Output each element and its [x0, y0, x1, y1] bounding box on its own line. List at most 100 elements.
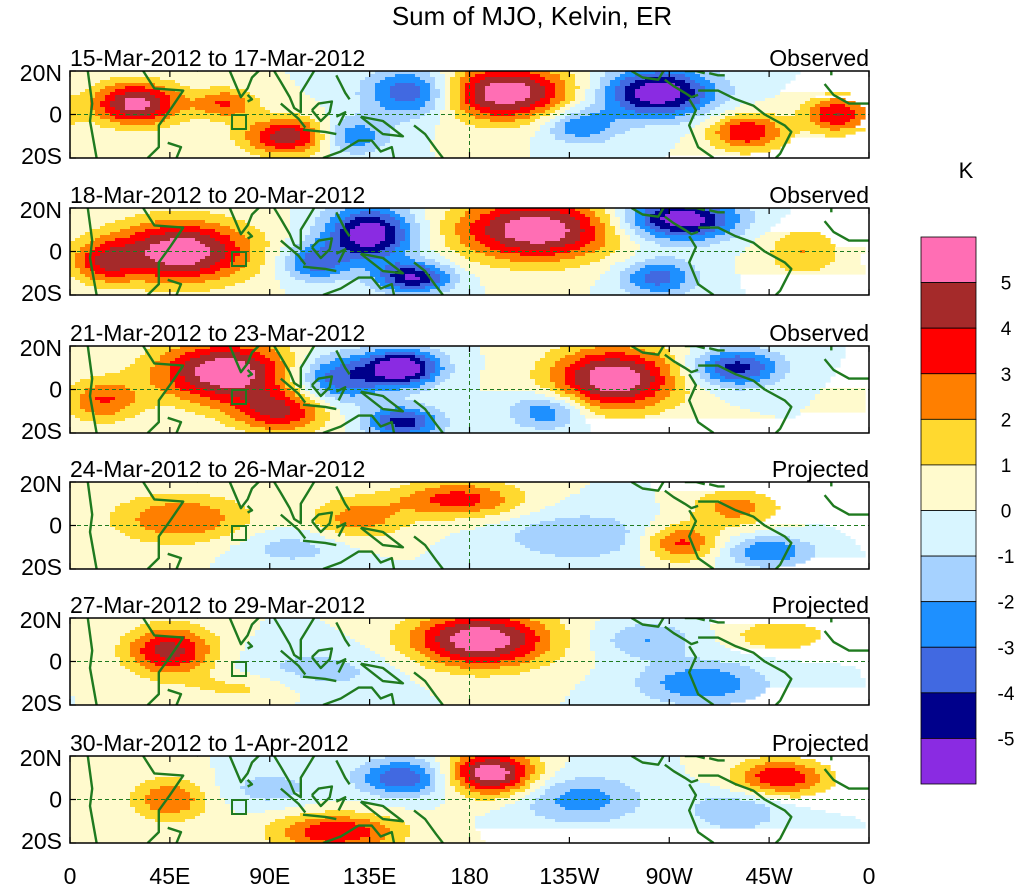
heatmap-cell — [645, 265, 676, 269]
heatmap-cell — [525, 491, 581, 495]
heatmap-cell — [730, 98, 766, 102]
heatmap-cell — [205, 792, 221, 796]
heatmap-cell — [620, 358, 646, 362]
heatmap-cell — [130, 642, 146, 646]
heatmap-cell — [255, 630, 341, 634]
heatmap-cell — [320, 801, 361, 805]
heatmap-cell — [270, 542, 311, 546]
heatmap-cell — [385, 256, 411, 260]
heatmap-cell — [415, 355, 426, 359]
heatmap-cell — [415, 373, 426, 377]
heatmap-cell — [385, 268, 401, 272]
heatmap-cell — [450, 104, 461, 108]
heatmap-cell — [355, 241, 381, 245]
coastline — [322, 824, 396, 843]
coastline — [630, 482, 665, 492]
heatmap-cell — [525, 98, 541, 102]
heatmap-cell — [610, 268, 626, 272]
heatmap-cell — [195, 385, 221, 389]
heatmap-cell — [210, 346, 241, 350]
heatmap-cell — [555, 361, 576, 365]
heatmap-cell — [315, 140, 321, 144]
heatmap-cell — [640, 376, 656, 380]
heatmap-cell — [300, 379, 306, 383]
heatmap-cell — [325, 379, 366, 383]
heatmap-cell — [315, 137, 326, 141]
heatmap-cell — [835, 113, 841, 117]
heatmap-cell — [565, 406, 576, 410]
heatmap-cell — [90, 98, 106, 102]
heatmap-cell — [215, 271, 236, 275]
heatmap-cell — [230, 262, 246, 266]
heatmap-cell — [205, 361, 246, 365]
heatmap-cell — [370, 128, 391, 132]
heatmap-cell — [420, 391, 536, 395]
heatmap-cell — [510, 642, 526, 646]
heatmap-cell — [695, 116, 711, 120]
heatmap-cell — [480, 370, 531, 374]
heatmap-cell — [735, 265, 781, 269]
heatmap-cell — [510, 771, 516, 775]
heatmap-cell — [190, 107, 196, 111]
heatmap-cell — [215, 768, 356, 772]
heatmap-cell — [645, 566, 716, 569]
heatmap-cell — [100, 116, 116, 120]
heatmap-cell — [70, 696, 76, 700]
heatmap-cell — [135, 400, 191, 404]
heatmap-cell — [830, 262, 861, 266]
heatmap-cell — [590, 361, 636, 365]
heatmap-cell — [535, 645, 551, 649]
heatmap-cell — [180, 92, 221, 96]
heatmap-cell — [305, 355, 321, 359]
heatmap-cell — [70, 286, 96, 290]
heatmap-cell — [645, 533, 656, 537]
heatmap-cell — [235, 530, 266, 534]
heatmap-cell — [325, 226, 336, 230]
heatmap-cell — [630, 226, 641, 230]
heatmap-cell — [425, 786, 436, 790]
heatmap-cell — [125, 113, 151, 117]
heatmap-cell — [290, 235, 306, 239]
y-tick-label: 20S — [21, 690, 62, 716]
heatmap-cell — [430, 92, 441, 96]
heatmap-cell — [645, 280, 671, 284]
heatmap-cell — [560, 107, 571, 111]
heatmap-cell — [755, 506, 781, 510]
heatmap-cell — [415, 424, 426, 428]
coastline — [142, 756, 185, 843]
heatmap-cell — [415, 83, 431, 87]
heatmap-cell — [370, 834, 386, 838]
heatmap-cell — [130, 403, 201, 407]
heatmap-cell — [270, 125, 301, 129]
heatmap-cell — [455, 777, 466, 781]
heatmap-cell — [70, 660, 121, 664]
heatmap-cell — [720, 642, 751, 646]
heatmap-cell — [75, 696, 301, 700]
heatmap-cell — [230, 545, 266, 549]
heatmap-cell — [725, 149, 771, 153]
heatmap-cell — [625, 208, 636, 212]
heatmap-cell — [80, 92, 96, 96]
heatmap-cell — [590, 217, 601, 221]
heatmap-cell — [575, 370, 591, 374]
heatmap-cell — [70, 217, 126, 221]
heatmap-cell — [550, 119, 561, 123]
heatmap-cell — [535, 427, 556, 431]
heatmap-cell — [210, 506, 246, 510]
heatmap-cell — [380, 780, 421, 784]
heatmap-cell — [485, 355, 546, 359]
heatmap-cell — [625, 107, 686, 111]
heatmap-cell — [165, 391, 191, 395]
heatmap-cell — [415, 412, 431, 416]
heatmap-cell — [570, 418, 586, 422]
heatmap-cell — [420, 621, 446, 625]
heatmap-cell — [380, 654, 406, 658]
heatmap-cell — [340, 244, 361, 248]
heatmap-cell — [435, 759, 451, 763]
heatmap-cell — [250, 795, 291, 799]
heatmap-cell — [85, 274, 106, 278]
heatmap-cell — [720, 500, 751, 504]
heatmap-cell — [720, 241, 756, 245]
heatmap-cell — [450, 247, 471, 251]
heatmap-cell — [615, 92, 626, 96]
